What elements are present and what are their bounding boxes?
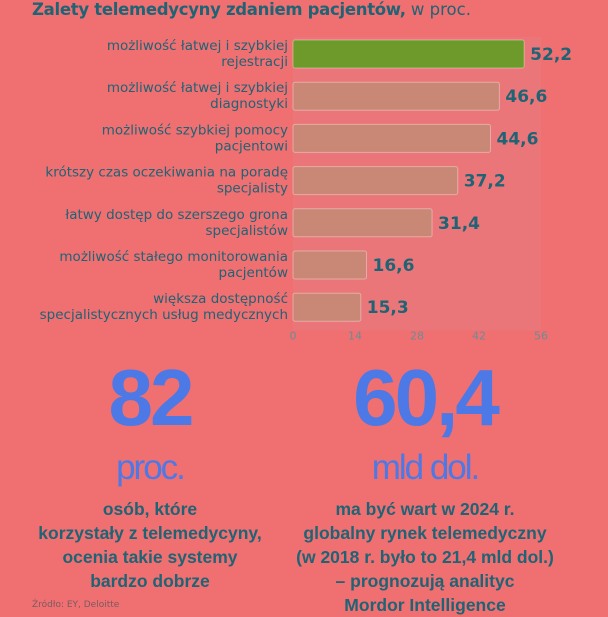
- value-label: 52,2: [530, 45, 572, 65]
- stat-right-line: ma być wart w 2024 r.: [335, 499, 515, 519]
- value-label: 15,3: [367, 298, 409, 318]
- stat-right-line: – prognozują analityc: [335, 571, 515, 591]
- category-label: większa dostępność: [153, 291, 288, 307]
- category-label: krótszy czas oczekiwania na poradę: [45, 165, 288, 181]
- stat-right-number: 60,4: [353, 353, 500, 442]
- stat-right-unit: mld dol.: [371, 448, 481, 487]
- bar: [292, 208, 433, 238]
- stat-right-line: Mordor Intelligence: [344, 595, 506, 615]
- value-label: 16,6: [373, 256, 415, 276]
- x-tick-label: 0: [290, 329, 297, 342]
- x-tick-label: 42: [472, 329, 486, 342]
- bar: [292, 166, 459, 196]
- category-label: możliwość łatwej i szybkiej: [107, 38, 288, 54]
- category-label: specjalistów: [206, 223, 288, 239]
- stat-right-line: globalny rynek telemedyczny: [303, 523, 547, 543]
- source-note: Źródło: EY, Deloitte: [32, 600, 120, 610]
- bar: [292, 123, 492, 153]
- stat-left-line: osób, które: [102, 499, 198, 519]
- stat-left-number: 82: [108, 353, 195, 442]
- stat-left-line: ocenia takie systemy: [62, 547, 238, 567]
- stat-left-line: korzystały z telemedycyny,: [38, 523, 262, 543]
- category-label: możliwość łatwej i szybkiej: [107, 80, 288, 96]
- category-label: możliwość stałego monitorowania: [59, 249, 288, 265]
- category-label: łatwy dostęp do szerszego grona: [65, 207, 288, 223]
- x-tick-label: 14: [348, 329, 362, 342]
- chart-title-main: Zalety telemedycyny zdaniem pacjentów,: [32, 0, 406, 19]
- x-tick-label: 56: [534, 329, 548, 342]
- stat-right-line: (w 2018 r. było to 21,4 mld dol.): [296, 547, 554, 567]
- chart-title: Zalety telemedycyny zdaniem pacjentów, w…: [32, 0, 471, 19]
- stat-left-unit: proc.: [116, 448, 186, 487]
- bar: [292, 250, 368, 280]
- category-label: specjalisty: [217, 181, 288, 197]
- value-label: 31,4: [438, 214, 480, 234]
- value-label: 37,2: [464, 172, 506, 192]
- category-label: pacjentów: [219, 265, 288, 281]
- category-label: diagnostyki: [210, 96, 288, 112]
- category-label: możliwość szybkiej pomocy: [102, 122, 288, 138]
- x-tick-label: 28: [410, 329, 424, 342]
- bar: [292, 292, 362, 322]
- category-label: rejestracji: [221, 54, 288, 70]
- stat-left-line: bardzo dobrze: [90, 571, 210, 591]
- chart-title-unit: w proc.: [410, 0, 471, 19]
- bar: [292, 39, 525, 69]
- value-label: 44,6: [497, 129, 539, 149]
- category-label: pacjentowi: [215, 138, 288, 154]
- stat-right-description: ma być wart w 2024 r. globalny rynek tel…: [285, 497, 565, 617]
- stat-left-description: osób, które korzystały z telemedycyny, o…: [20, 497, 280, 593]
- value-label: 46,6: [505, 87, 547, 107]
- bar: [292, 81, 500, 111]
- category-label: specjalistycznych usług medycznych: [40, 307, 288, 323]
